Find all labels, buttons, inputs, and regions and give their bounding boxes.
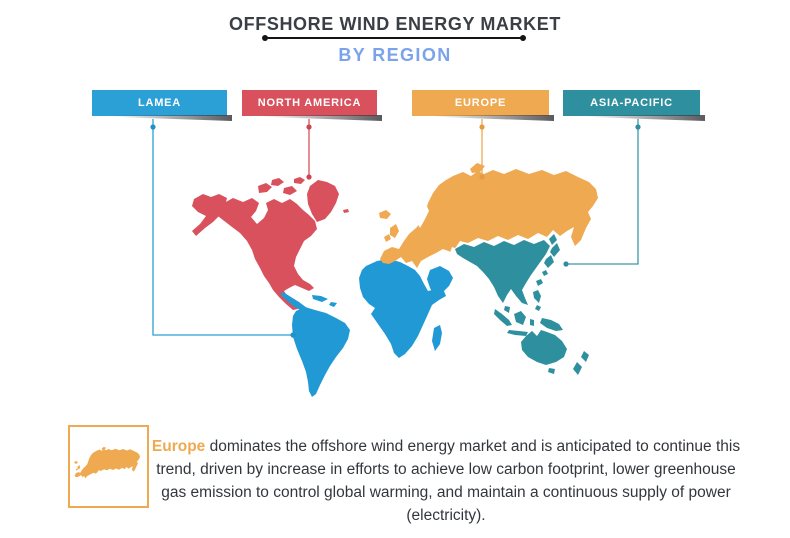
underline-right-dot (520, 35, 526, 41)
title-underline (262, 35, 526, 41)
legend-label-lamea: LAMEA (137, 97, 182, 109)
map-sea-cutouts (418, 204, 458, 255)
footer-body: dominates the offshore wind energy marke… (156, 437, 741, 524)
legend-label-asia-pacific: ASIA-PACIFIC (590, 97, 673, 109)
connector-north-america (306, 119, 312, 180)
legend-label-north-america: NORTH AMERICA (257, 97, 362, 109)
map-region-lamea (280, 259, 453, 397)
map-region-europe (379, 163, 598, 268)
connector-europe (479, 119, 485, 180)
footer-highlight: Europe (151, 437, 206, 455)
legend-item-asia-pacific: ASIA-PACIFIC (563, 90, 700, 116)
map-region-north-america (192, 177, 349, 310)
legend-label-europe: EUROPE (454, 97, 507, 109)
underline-left-dot (262, 35, 268, 41)
legend-item-europe: EUROPE (412, 90, 549, 116)
connector-lamea (150, 119, 296, 338)
connector-asia-pacific (563, 119, 641, 267)
legend-item-north-america: NORTH AMERICA (242, 90, 377, 116)
page-subtitle: BY REGION (338, 45, 452, 65)
footer-note: Europe dominates the offshore wind energ… (150, 435, 742, 527)
map-region-asia-pacific (455, 234, 589, 375)
legend-item-lamea: LAMEA (92, 90, 227, 116)
page-title: OFFSHORE WIND ENERGY MARKET (229, 14, 561, 34)
footer-icon-box (68, 425, 149, 508)
